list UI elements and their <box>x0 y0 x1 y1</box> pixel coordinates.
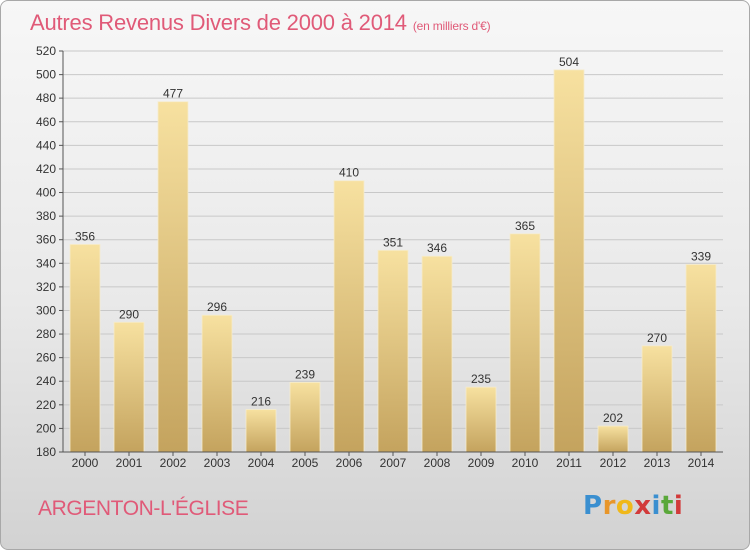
chart-title: Autres Revenus Divers de 2000 à 2014 (en … <box>30 10 491 36</box>
x-tick-label: 2011 <box>556 456 582 470</box>
bar-2006 <box>333 180 365 453</box>
bar-2008 <box>421 255 453 453</box>
data-label: 351 <box>383 235 403 249</box>
bar-2009 <box>465 386 497 453</box>
data-label: 290 <box>119 307 139 321</box>
x-tick-label: 2012 <box>600 456 627 470</box>
logo-letter: x <box>634 491 652 521</box>
data-label: 365 <box>515 219 535 233</box>
bar-2002 <box>157 101 189 453</box>
logo-letter: i <box>651 491 661 521</box>
data-label: 270 <box>647 331 667 345</box>
bar-2012 <box>597 425 629 453</box>
logo-letter: P <box>583 491 603 521</box>
y-tick-label: 380 <box>36 209 56 223</box>
axes <box>59 50 723 456</box>
bar-2013 <box>641 345 673 453</box>
labels: 180 200 220 240 260 280 300 320 340 360 380 400 420 4… <box>36 44 715 470</box>
x-tick-label: 2014 <box>688 456 715 470</box>
y-tick-label: 200 <box>36 421 56 435</box>
data-label: 239 <box>295 367 315 381</box>
x-tick-label: 2002 <box>160 456 187 470</box>
data-label: 477 <box>163 87 183 101</box>
x-tick-label: 2007 <box>380 456 407 470</box>
y-tick-label: 340 <box>36 256 56 270</box>
y-tick-label: 300 <box>36 303 56 317</box>
bar-2003 <box>201 314 233 453</box>
y-tick-label: 500 <box>36 68 56 82</box>
x-tick-label: 2008 <box>424 456 451 470</box>
title-unit: (en milliers d'€) <box>412 19 491 33</box>
y-tick-label: 260 <box>36 351 56 365</box>
logo-letter: o <box>615 491 635 521</box>
y-tick-label: 520 <box>36 44 56 58</box>
data-label: 216 <box>251 395 271 409</box>
y-tick-label: 480 <box>36 91 56 105</box>
y-tick-label: 220 <box>36 398 56 412</box>
y-tick-label: 360 <box>36 233 56 247</box>
x-tick-label: 2010 <box>512 456 539 470</box>
y-tick-label: 460 <box>36 115 56 129</box>
x-tick-label: 2009 <box>468 456 495 470</box>
data-label: 202 <box>603 411 623 425</box>
data-label: 356 <box>75 229 95 243</box>
logo-letter: t <box>660 491 674 521</box>
bars <box>69 69 717 453</box>
data-label: 504 <box>559 55 579 69</box>
logo-letter: i <box>673 491 684 521</box>
x-tick-label: 2005 <box>292 456 319 470</box>
x-tick-label: 2000 <box>72 456 99 470</box>
logo-letter: r <box>602 491 616 521</box>
y-tick-label: 240 <box>36 374 56 388</box>
x-tick-label: 2013 <box>644 456 671 470</box>
proxiti-logo: Proxiti <box>583 491 683 521</box>
x-tick-label: 2004 <box>248 456 275 470</box>
bar-2004 <box>245 409 277 453</box>
data-label: 339 <box>691 249 711 263</box>
bar-2007 <box>377 249 409 453</box>
bar-2011 <box>553 69 585 453</box>
data-label: 235 <box>471 372 491 386</box>
commune-name: ARGENTON-L'ÉGLISE <box>38 497 249 520</box>
y-tick-label: 280 <box>36 327 56 341</box>
y-tick-label: 400 <box>36 186 56 200</box>
title-text: Autres Revenus Divers de 2000 à 2014 <box>30 10 407 35</box>
x-tick-label: 2003 <box>204 456 231 470</box>
bar-2014 <box>685 264 717 453</box>
bar-2001 <box>113 321 145 453</box>
x-tick-label: 2001 <box>116 456 143 470</box>
y-tick-label: 440 <box>36 138 56 152</box>
bar-2005 <box>289 382 321 453</box>
data-label: 410 <box>339 166 359 180</box>
bar-2000 <box>69 244 101 453</box>
data-label: 346 <box>427 241 447 255</box>
bar-2010 <box>509 233 541 453</box>
data-label: 296 <box>207 300 227 314</box>
x-tick-label: 2006 <box>336 456 363 470</box>
y-tick-label: 320 <box>36 280 56 294</box>
y-tick-label: 180 <box>36 445 56 459</box>
y-tick-label: 420 <box>36 162 56 176</box>
